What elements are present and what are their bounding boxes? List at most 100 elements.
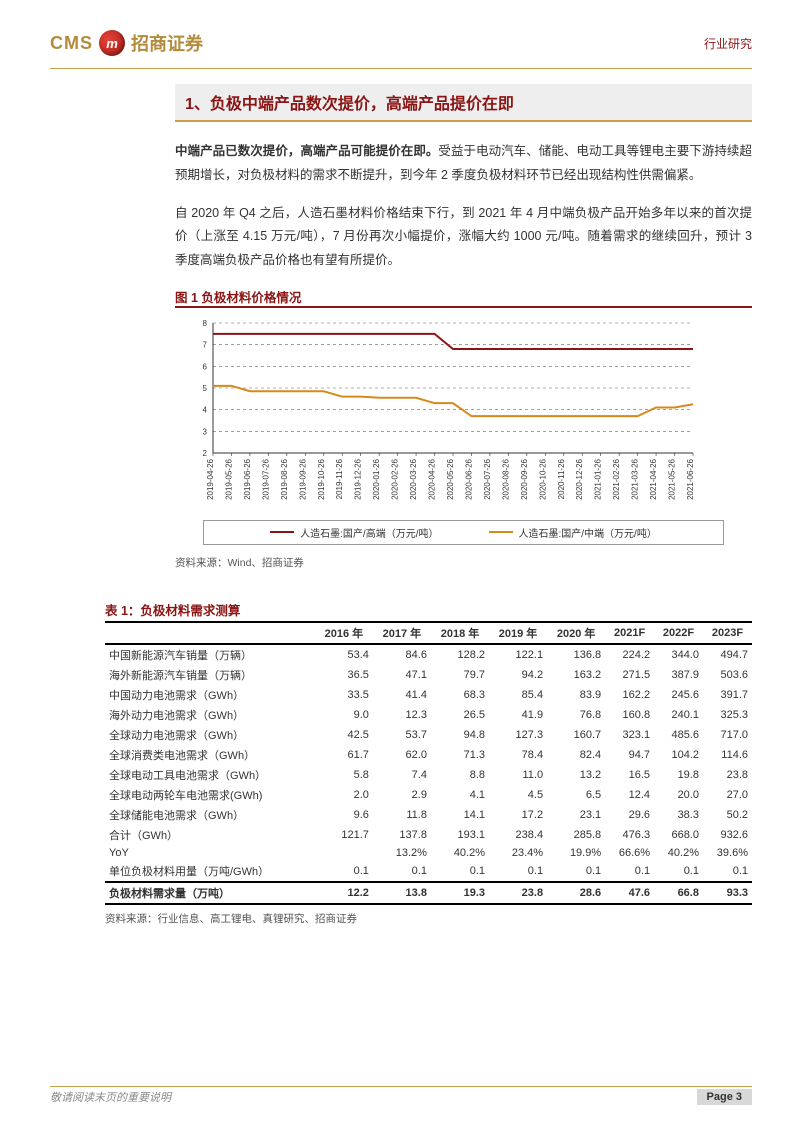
row-label: 单位负极材料用量（万吨/GWh） [105, 861, 315, 882]
data-cell: 0.1 [605, 861, 654, 882]
data-cell: 12.3 [373, 705, 431, 725]
data-cell: 14.1 [431, 805, 489, 825]
data-cell: 47.6 [605, 882, 654, 904]
row-label: 全球储能电池需求（GWh） [105, 805, 315, 825]
data-cell: 29.6 [605, 805, 654, 825]
data-cell: 39.6% [703, 845, 752, 861]
table-row: 单位负极材料用量（万吨/GWh）0.10.10.10.10.10.10.10.1 [105, 861, 752, 882]
row-label: 中国动力电池需求（GWh） [105, 685, 315, 705]
data-cell: 33.5 [315, 685, 373, 705]
price-line-chart: 23456782019-04-262019-05-262019-06-26201… [183, 318, 703, 516]
data-cell: 93.3 [703, 882, 752, 904]
svg-text:2019-12-26: 2019-12-26 [354, 458, 363, 499]
svg-text:2021-04-26: 2021-04-26 [649, 458, 658, 499]
data-cell: 0.1 [489, 861, 547, 882]
paragraph-1: 中端产品已数次提价，高端产品可能提价在即。受益于电动汽车、储能、电动工具等锂电主… [175, 140, 752, 188]
svg-text:2: 2 [203, 449, 208, 458]
table1-source: 资料来源：行业信息、高工锂电、真锂研究、招商证券 [105, 911, 752, 926]
data-cell: 2.0 [315, 785, 373, 805]
table-row: 海外新能源汽车销量（万辆）36.547.179.794.2163.2271.53… [105, 665, 752, 685]
table-header-cell [105, 622, 315, 644]
data-cell: 50.2 [703, 805, 752, 825]
table-row: 全球动力电池需求（GWh）42.553.794.8127.3160.7323.1… [105, 725, 752, 745]
figure1-title-rule [175, 306, 752, 308]
data-cell: 122.1 [489, 644, 547, 665]
data-cell: 23.1 [547, 805, 605, 825]
svg-text:2020-11-26: 2020-11-26 [557, 458, 566, 499]
table-row: 全球消费类电池需求（GWh）61.762.071.378.482.494.710… [105, 745, 752, 765]
legend-item-high: 人造石墨:国产/高端（万元/吨） [270, 525, 438, 540]
svg-text:2020-10-26: 2020-10-26 [538, 458, 547, 499]
svg-text:2021-01-26: 2021-01-26 [594, 458, 603, 499]
row-label: 全球动力电池需求（GWh） [105, 725, 315, 745]
table1-title: 表 1：负极材料需求测算 [105, 600, 752, 619]
data-cell: 9.0 [315, 705, 373, 725]
table-row: 全球电动两轮车电池需求(GWh)2.02.94.14.56.512.420.02… [105, 785, 752, 805]
svg-text:2021-06-26: 2021-06-26 [686, 458, 695, 499]
data-cell: 245.6 [654, 685, 703, 705]
svg-text:4: 4 [203, 405, 208, 414]
data-cell: 94.2 [489, 665, 547, 685]
data-cell: 0.1 [547, 861, 605, 882]
table-header-cell: 2021F [605, 622, 654, 644]
data-cell: 82.4 [547, 745, 605, 765]
paragraph-2: 自 2020 年 Q4 之后，人造石墨材料价格结束下行，到 2021 年 4 月… [175, 202, 752, 273]
data-cell: 323.1 [605, 725, 654, 745]
data-cell: 0.1 [373, 861, 431, 882]
data-cell: 17.2 [489, 805, 547, 825]
data-cell: 20.0 [654, 785, 703, 805]
table-row: 中国新能源汽车销量（万辆）53.484.6128.2122.1136.8224.… [105, 644, 752, 665]
data-cell: 13.2 [547, 765, 605, 785]
data-cell: 285.8 [547, 825, 605, 845]
data-cell: 4.5 [489, 785, 547, 805]
row-label: 全球消费类电池需求（GWh） [105, 745, 315, 765]
section-title: 1、负极中端产品数次提价，高端产品提价在即 [175, 84, 752, 122]
svg-text:2020-05-26: 2020-05-26 [446, 458, 455, 499]
data-cell: 53.7 [373, 725, 431, 745]
data-cell: 4.1 [431, 785, 489, 805]
row-label: 中国新能源汽车销量（万辆） [105, 644, 315, 665]
table-row: 海外动力电池需求（GWh）9.012.326.541.976.8160.8240… [105, 705, 752, 725]
data-cell: 104.2 [654, 745, 703, 765]
data-cell: 5.8 [315, 765, 373, 785]
svg-text:2019-11-26: 2019-11-26 [335, 458, 344, 499]
table-row: 全球储能电池需求（GWh）9.611.814.117.223.129.638.3… [105, 805, 752, 825]
data-cell: 84.6 [373, 644, 431, 665]
legend-label-mid: 人造石墨:国产/中端（万元/吨） [519, 525, 657, 540]
data-cell: 0.1 [703, 861, 752, 882]
data-cell: 193.1 [431, 825, 489, 845]
table-header-cell: 2020 年 [547, 622, 605, 644]
main-content: 1、负极中端产品数次提价，高端产品提价在即 中端产品已数次提价，高端产品可能提价… [0, 69, 802, 570]
data-cell: 12.4 [605, 785, 654, 805]
data-cell: 76.8 [547, 705, 605, 725]
doc-type-label: 行业研究 [704, 35, 752, 52]
table-header-cell: 2016 年 [315, 622, 373, 644]
logo-block: CMS m 招商证券 [50, 30, 203, 56]
data-cell: 23.8 [489, 882, 547, 904]
data-cell: 62.0 [373, 745, 431, 765]
table-body: 中国新能源汽车销量（万辆）53.484.6128.2122.1136.8224.… [105, 644, 752, 904]
data-cell: 68.3 [431, 685, 489, 705]
data-cell: 494.7 [703, 644, 752, 665]
data-cell: 160.8 [605, 705, 654, 725]
table-header-cell: 2023F [703, 622, 752, 644]
svg-text:2021-05-26: 2021-05-26 [668, 458, 677, 499]
svg-text:2019-08-26: 2019-08-26 [280, 458, 289, 499]
data-cell: 71.3 [431, 745, 489, 765]
data-cell: 7.4 [373, 765, 431, 785]
svg-text:2020-04-26: 2020-04-26 [428, 458, 437, 499]
data-cell: 66.8 [654, 882, 703, 904]
legend-swatch-high [270, 531, 294, 533]
row-label: 合计（GWh） [105, 825, 315, 845]
data-cell: 94.8 [431, 725, 489, 745]
footer-notice: 敬请阅读末页的重要说明 [50, 1089, 171, 1105]
data-cell: 40.2% [654, 845, 703, 861]
footer-rule [50, 1086, 752, 1087]
svg-text:2019-04-26: 2019-04-26 [206, 458, 215, 499]
data-cell: 8.8 [431, 765, 489, 785]
row-label: 海外动力电池需求（GWh） [105, 705, 315, 725]
legend-label-high: 人造石墨:国产/高端（万元/吨） [300, 525, 438, 540]
data-cell: 121.7 [315, 825, 373, 845]
data-cell: 38.3 [654, 805, 703, 825]
svg-text:2019-05-26: 2019-05-26 [224, 458, 233, 499]
